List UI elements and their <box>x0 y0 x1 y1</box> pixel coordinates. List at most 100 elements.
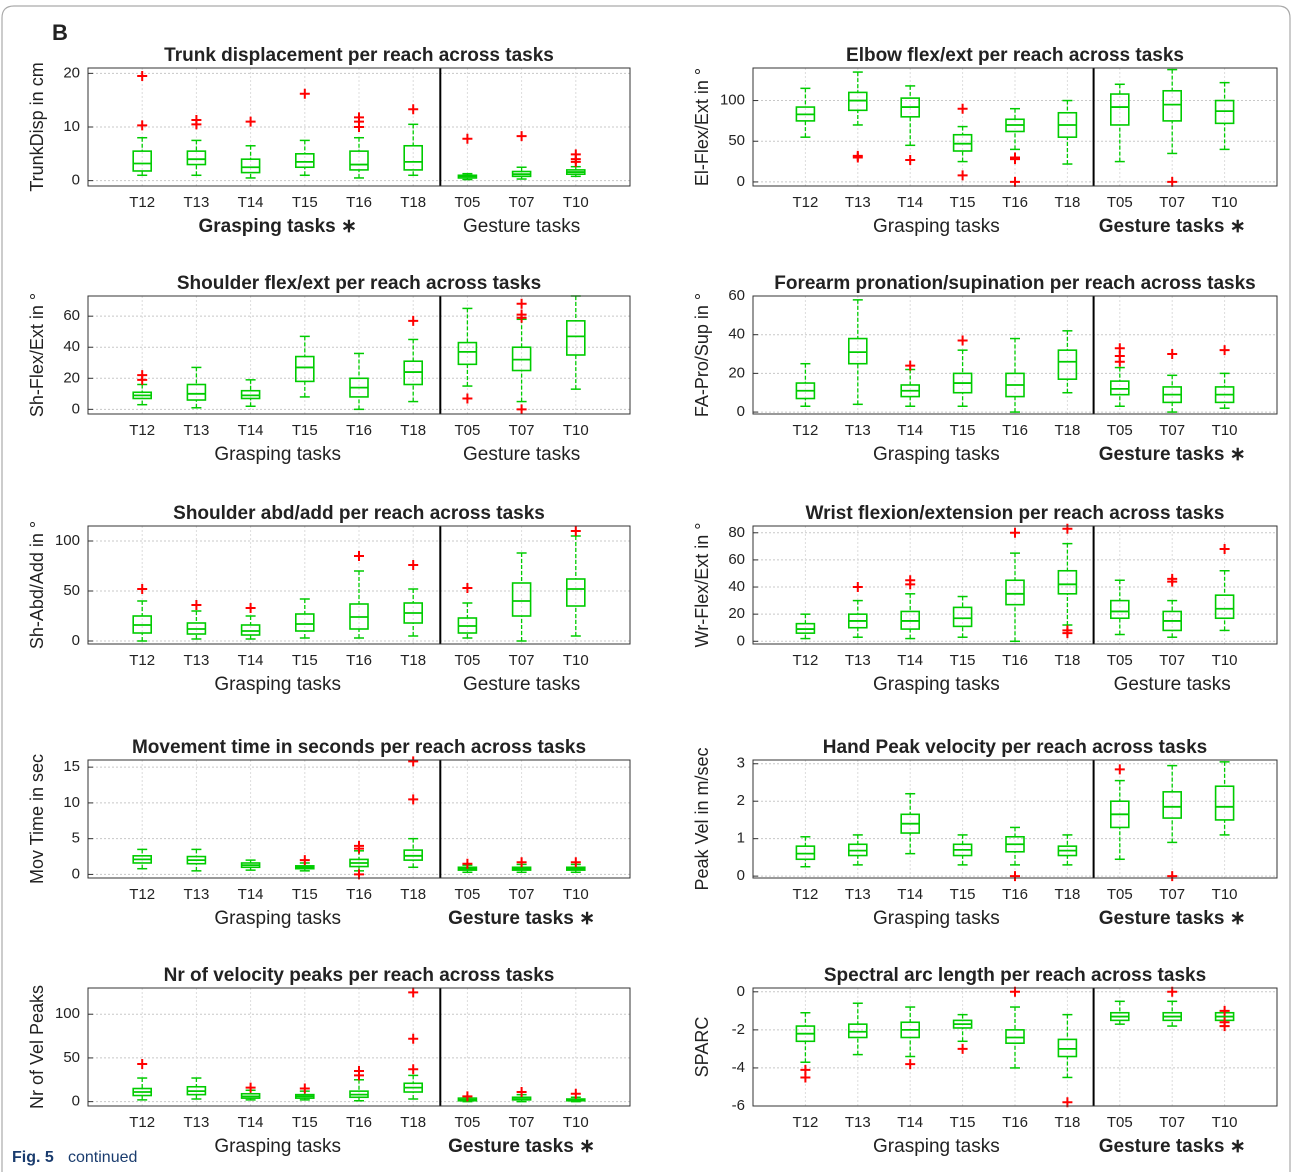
outlier <box>408 756 419 767</box>
box <box>132 150 152 172</box>
x-tick-label: T12 <box>792 886 818 903</box>
x-tick-label: T10 <box>563 194 589 211</box>
box <box>1005 579 1025 606</box>
group-label: Grasping tasks ∗ <box>198 216 356 237</box>
outlier <box>516 404 527 415</box>
plot-area <box>753 526 1277 644</box>
y-axis-label: El-Flex/Ext in ° <box>692 68 712 186</box>
y-tick-label: 50 <box>63 582 80 599</box>
box <box>186 383 207 401</box>
x-tick-label: T05 <box>1107 194 1133 211</box>
x-tick-label: T18 <box>1054 422 1080 439</box>
x-tick-label: T16 <box>346 422 372 439</box>
y-axis-label: Nr of Vel Peaks <box>27 985 47 1109</box>
outlier <box>245 603 256 613</box>
x-tick-label: T18 <box>400 194 426 211</box>
outlier <box>852 582 863 593</box>
y-tick-label: 20 <box>728 364 745 381</box>
axes-frame <box>87 295 631 415</box>
y-tick-label: 50 <box>728 132 745 149</box>
outlier <box>957 335 968 346</box>
group-label: Gesture tasks ∗ <box>1099 908 1246 929</box>
caption-text: continued <box>68 1149 137 1166</box>
outlier <box>1167 349 1178 360</box>
y-tick-label: 0 <box>72 400 80 417</box>
box <box>1057 1038 1078 1058</box>
y-tick-label: 50 <box>63 1049 80 1066</box>
outlier <box>1010 871 1020 882</box>
y-tick-label: 20 <box>63 64 80 81</box>
outlier <box>408 794 419 805</box>
group-label: Gesture tasks <box>1114 674 1231 695</box>
box <box>1214 594 1235 620</box>
x-tick-label: T13 <box>845 194 871 211</box>
chart-title: Nr of velocity peaks per reach across ta… <box>164 965 555 986</box>
group-label: Gesture tasks ∗ <box>1099 216 1246 237</box>
outlier <box>905 360 916 371</box>
outlier <box>1219 1021 1230 1032</box>
x-tick-label: T14 <box>238 422 264 439</box>
outlier <box>137 71 148 82</box>
outlier <box>354 112 364 123</box>
outlier <box>299 855 310 866</box>
outlier <box>137 370 148 381</box>
x-tick-label: T16 <box>346 652 372 669</box>
y-tick-label: 0 <box>737 632 745 649</box>
x-tick-label: T18 <box>400 886 426 903</box>
x-tick-label: T15 <box>950 422 976 439</box>
box <box>403 144 424 171</box>
chart-title: Elbow flex/ext per reach across tasks <box>846 45 1184 66</box>
outlier <box>462 393 473 404</box>
box <box>565 320 586 356</box>
x-tick-label: T18 <box>1054 194 1080 211</box>
box <box>511 582 532 617</box>
outlier <box>191 115 202 126</box>
box <box>1110 93 1130 126</box>
x-tick-label: T15 <box>950 886 976 903</box>
y-tick-label: 0 <box>72 1093 80 1110</box>
x-tick-label: T18 <box>400 422 426 439</box>
outlier <box>570 149 581 160</box>
box <box>240 624 261 636</box>
outlier <box>462 583 473 593</box>
outlier <box>462 858 473 869</box>
axes-frame <box>87 67 631 187</box>
outlier <box>1062 625 1073 636</box>
y-tick-label: 15 <box>63 758 80 775</box>
x-tick-label: T18 <box>1054 652 1080 669</box>
outlier <box>800 1072 811 1083</box>
y-tick-label: 20 <box>728 605 745 622</box>
x-tick-label: T13 <box>845 886 871 903</box>
outlier <box>570 1088 581 1099</box>
x-tick-label: T05 <box>454 422 480 439</box>
x-tick-label: T14 <box>238 1114 264 1131</box>
frame <box>1 5 1291 1172</box>
outlier <box>516 298 527 309</box>
box <box>1057 349 1078 380</box>
outlier <box>1010 152 1020 163</box>
outlier <box>408 1064 419 1075</box>
panel: Spectral arc length per reach across tas… <box>692 965 1278 1157</box>
x-tick-label: T12 <box>792 422 818 439</box>
y-tick-label: 100 <box>55 1005 80 1022</box>
box <box>847 337 868 365</box>
y-tick-label: -4 <box>732 1059 745 1076</box>
x-tick-label: T12 <box>129 194 155 211</box>
y-axis-label: TrunkDisp in cm <box>27 62 47 191</box>
x-tick-label: T10 <box>1212 194 1238 211</box>
y-tick-label: -6 <box>732 1097 745 1114</box>
x-tick-label: T07 <box>509 194 535 211</box>
outlier <box>905 575 916 586</box>
outlier <box>905 154 916 165</box>
x-tick-label: T07 <box>1159 886 1185 903</box>
x-tick-label: T18 <box>400 1114 426 1131</box>
x-tick-label: T15 <box>950 652 976 669</box>
y-axis-label: Mov Time in sec <box>27 754 47 884</box>
y-tick-label: 40 <box>63 338 80 355</box>
panel: Hand Peak velocity per reach across task… <box>692 737 1278 929</box>
group-label: Grasping tasks <box>873 216 1000 237</box>
chart-title: Hand Peak velocity per reach across task… <box>823 737 1207 758</box>
outlier <box>245 1082 256 1093</box>
x-tick-label: T05 <box>454 886 480 903</box>
x-tick-label: T16 <box>346 194 372 211</box>
